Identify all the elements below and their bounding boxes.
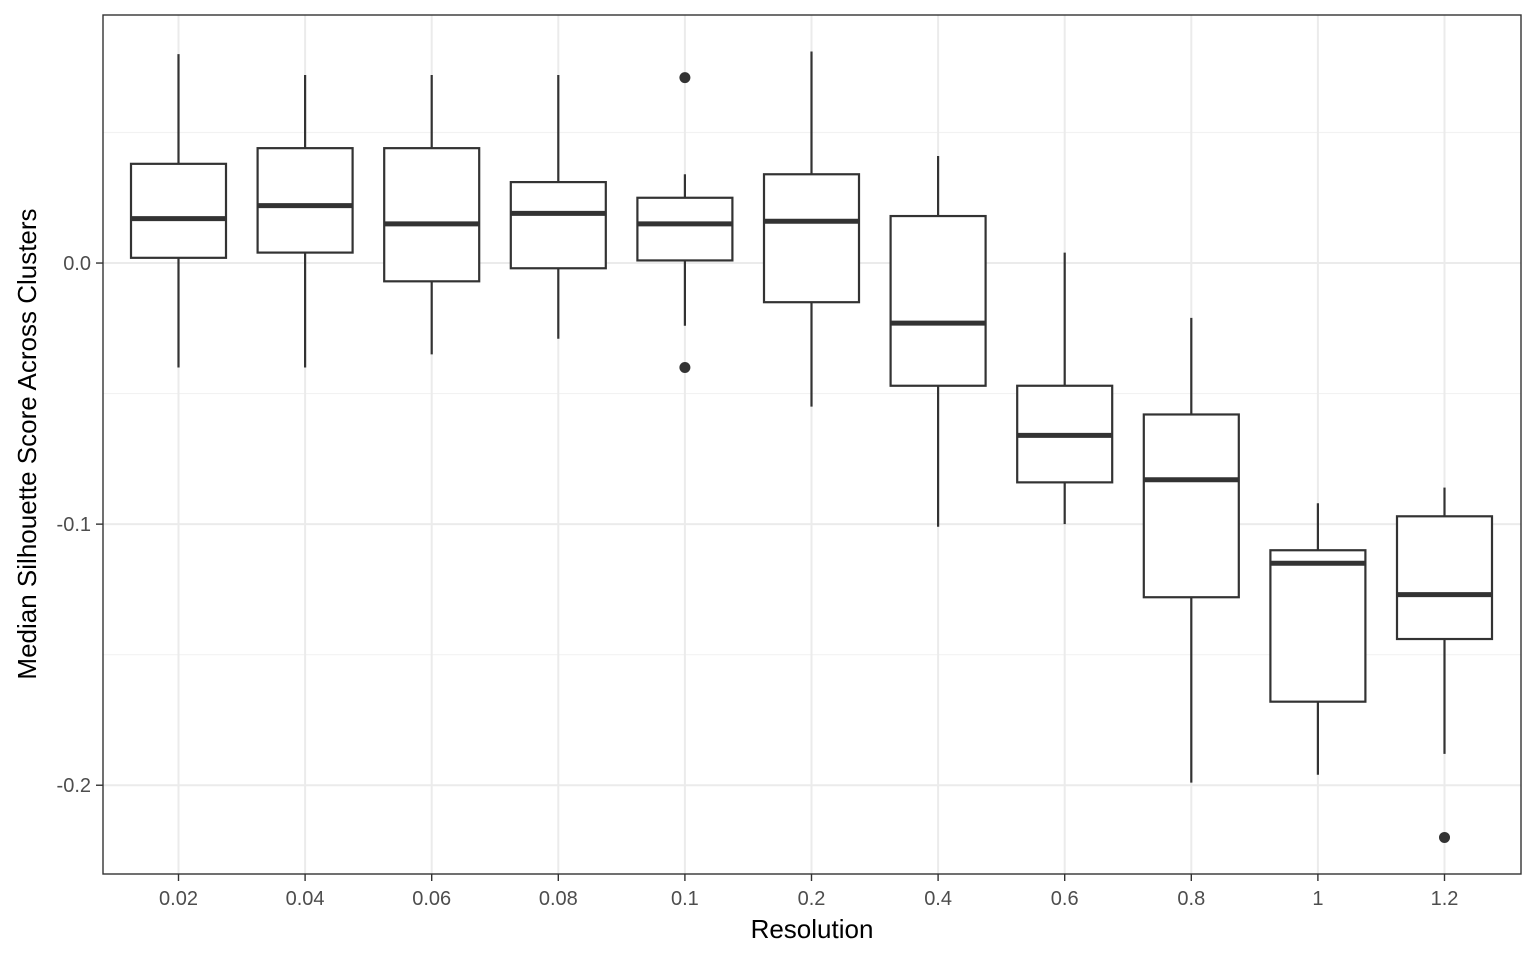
outlier-point [1439, 831, 1450, 843]
x-tick-label: 0.04 [286, 888, 325, 910]
y-axis-title: Median Silhouette Score Across Clusters [12, 208, 42, 679]
box-body [1395, 515, 1494, 641]
box-1.2 [1395, 487, 1494, 843]
box-0.08 [509, 75, 607, 339]
box-body [383, 147, 481, 283]
y-tick-label: 0.0 [63, 253, 91, 275]
axes: 0.0 -0.1 -0.2 0.02 0.04 0.06 0.08 0.1 0.2 0.4 0.6 0… [57, 253, 1459, 910]
x-tick-label: 1 [1312, 888, 1323, 910]
x-tick-label: 0.06 [412, 888, 451, 910]
x-tick-label: 0.6 [1051, 888, 1079, 910]
box-body [889, 214, 987, 387]
box-0.1 [636, 72, 734, 373]
y-tick-label: -0.1 [57, 514, 91, 536]
x-tick-label: 0.08 [539, 888, 578, 910]
x-tick-label: 1.2 [1431, 888, 1459, 910]
box-0.02 [129, 54, 228, 368]
box-body [509, 181, 607, 270]
y-tick-label: -0.2 [57, 775, 91, 797]
x-tick-label: 0.02 [159, 888, 198, 910]
box-0.06 [383, 75, 481, 355]
box-body [129, 162, 228, 259]
box-0.04 [256, 75, 354, 368]
x-tick-label: 0.8 [1177, 888, 1205, 910]
box-body [1142, 413, 1240, 599]
x-axis-title: Resolution [751, 914, 874, 944]
box-body [1269, 549, 1367, 703]
box-series [129, 51, 1494, 843]
box-0.8 [1142, 317, 1240, 783]
box-0.2 [762, 51, 861, 407]
box-0.6 [1016, 252, 1114, 525]
outlier-point [679, 72, 691, 84]
x-tick-label: 0.4 [924, 888, 952, 910]
x-tick-label: 0.2 [798, 888, 826, 910]
outlier-point [679, 361, 691, 373]
box-body [762, 173, 861, 304]
box-body [256, 147, 354, 254]
box-0.4 [889, 155, 987, 527]
box-body [636, 196, 734, 262]
x-tick-label: 0.1 [671, 888, 699, 910]
box-1 [1269, 503, 1367, 775]
